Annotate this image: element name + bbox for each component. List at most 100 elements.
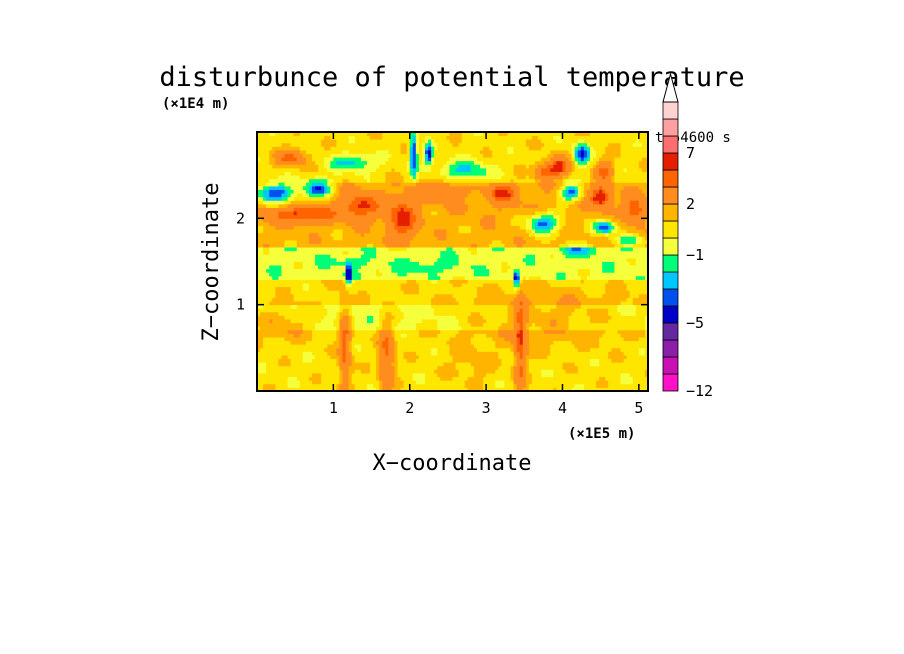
contour-cell [431,250,435,255]
contour-cell [357,265,362,270]
contour-cell [565,329,569,334]
contour-cell [632,286,637,291]
contour-cell [614,272,618,277]
contour-cell [425,333,429,338]
contour-cell [281,373,285,378]
contour-cell [608,265,612,270]
contour-cell [620,290,624,295]
contour-cell [547,347,551,352]
contour-cell [388,355,392,360]
contour-cell [278,337,282,342]
contour-cell [617,311,621,316]
contour-cell [501,358,505,363]
contour-cell [571,250,576,255]
contour-cell [391,387,395,392]
contour-cell [360,268,365,273]
contour-cell [315,340,319,345]
contour-cell [327,257,331,262]
contour-cell [629,293,634,298]
contour-cell [397,297,401,302]
contour-cell [550,365,554,370]
contour-cell [492,275,496,280]
contour-cell [263,315,267,320]
contour-cell [308,326,313,331]
contour-cell [324,369,328,374]
contour-cell [290,376,295,381]
contour-cell [470,297,475,302]
contour-cell [538,369,542,374]
contour-cell [479,355,484,360]
contour-cell [501,275,505,280]
contour-cell [357,293,362,298]
contour-cell [382,301,386,306]
contour-cell [302,315,307,320]
contour-cell [302,319,307,324]
contour-cell [302,279,307,284]
contour-cell [330,362,334,367]
contour-cell [391,283,395,288]
contour-cell [345,355,350,360]
contour-cell [299,254,304,259]
contour-cell [394,380,398,385]
contour-cell [550,322,554,327]
contour-cell [617,301,621,306]
contour-cell [260,351,264,356]
contour-cell [531,383,536,388]
contour-cell [553,337,557,342]
contour-cell [403,373,408,378]
contour-cell [593,387,597,392]
contour-cell [644,286,649,291]
contour-cell [315,333,319,338]
contour-cell [495,297,499,302]
contour-cell [519,279,524,284]
contour-cell [470,319,475,324]
contour-cell [415,329,420,334]
contour-cell [284,373,288,378]
contour-cell [443,272,447,277]
contour-cell [544,301,548,306]
contour-cell [489,351,493,356]
contour-cell [528,293,533,298]
contour-cell [495,387,499,392]
contour-cell [370,311,374,316]
contour-cell [486,293,490,298]
contour-cell [351,315,356,320]
contour-cell [437,333,441,338]
contour-cell [556,326,560,331]
contour-cell [308,387,313,392]
contour-cell [504,380,508,385]
contour-cell [635,304,640,309]
contour-cell [476,351,481,356]
contour-cell [400,380,405,385]
contour-cell [284,283,288,288]
contour-cell [324,376,328,381]
contour-cell [452,387,456,392]
contour-cell [440,297,444,302]
contour-cell [434,250,438,255]
contour-cell [318,380,322,385]
contour-cell [525,261,530,266]
contour-cell [428,268,432,273]
contour-cell [476,293,481,298]
contour-cell [577,268,582,273]
contour-cell [370,365,374,370]
contour-cell [483,340,487,345]
contour-cell [290,322,295,327]
contour-cell [479,387,484,392]
contour-cell [476,254,481,259]
contour-cell [541,344,545,349]
contour-cell [626,283,631,288]
contour-cell [547,337,551,342]
contour-cell [522,347,527,352]
contour-cell [608,268,612,273]
contour-cell [519,326,524,331]
contour-cell [278,347,282,352]
contour-cell [299,344,304,349]
contour-cell [562,347,566,352]
contour-cell [583,376,588,381]
contour-cell [354,355,359,360]
contour-cell [421,301,426,306]
contour-cell [406,301,411,306]
contour-cell [327,319,331,324]
contour-cell [385,340,389,345]
